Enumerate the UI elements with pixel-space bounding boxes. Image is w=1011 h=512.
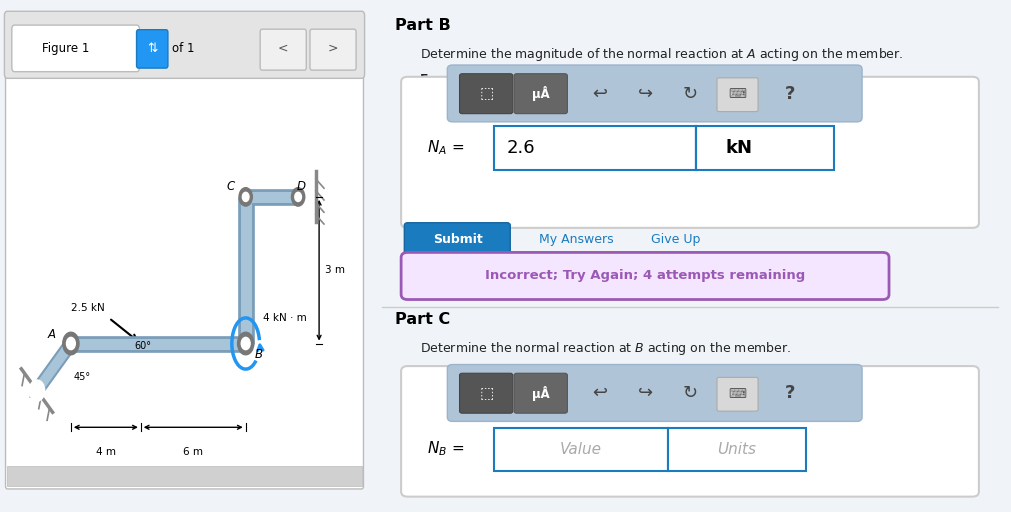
Circle shape bbox=[63, 332, 79, 355]
FancyBboxPatch shape bbox=[5, 74, 364, 489]
Text: kN: kN bbox=[725, 139, 752, 158]
Text: Figure 1: Figure 1 bbox=[42, 41, 90, 55]
Text: ↩: ↩ bbox=[592, 84, 608, 103]
Bar bbox=[667, 428, 806, 471]
Text: Part C: Part C bbox=[394, 312, 450, 327]
Circle shape bbox=[239, 188, 253, 206]
FancyBboxPatch shape bbox=[12, 25, 140, 72]
Text: 4 kN · m: 4 kN · m bbox=[264, 313, 307, 323]
Circle shape bbox=[291, 188, 304, 206]
FancyBboxPatch shape bbox=[310, 29, 356, 70]
Text: Determine the normal reaction at $B$ acting on the member.: Determine the normal reaction at $B$ act… bbox=[421, 340, 792, 357]
FancyBboxPatch shape bbox=[401, 366, 979, 497]
Text: 60°: 60° bbox=[134, 341, 151, 351]
FancyBboxPatch shape bbox=[717, 78, 758, 112]
Text: 3 m: 3 m bbox=[325, 265, 345, 275]
Circle shape bbox=[242, 337, 250, 350]
Text: 2.5 kN: 2.5 kN bbox=[72, 303, 105, 313]
Text: Part B: Part B bbox=[394, 18, 451, 33]
FancyBboxPatch shape bbox=[447, 65, 862, 122]
Text: Determine the magnitude of the normal reaction at $A$ acting on the member.: Determine the magnitude of the normal re… bbox=[421, 46, 904, 63]
Bar bbox=[494, 428, 667, 471]
Text: 6 m: 6 m bbox=[183, 447, 203, 457]
FancyBboxPatch shape bbox=[460, 74, 513, 114]
Text: 2.6: 2.6 bbox=[508, 139, 536, 158]
Text: ↪: ↪ bbox=[638, 84, 653, 103]
Text: Express your answer with the appropriate units.: Express your answer with the appropriate… bbox=[421, 367, 760, 380]
Text: My Answers: My Answers bbox=[539, 232, 614, 246]
Circle shape bbox=[302, 189, 312, 205]
Text: ↻: ↻ bbox=[682, 84, 698, 103]
Bar bbox=[7, 466, 362, 486]
FancyBboxPatch shape bbox=[515, 74, 567, 114]
Text: ↪: ↪ bbox=[638, 384, 653, 402]
Text: μÅ: μÅ bbox=[532, 386, 550, 401]
Text: >: > bbox=[328, 41, 338, 55]
Text: ⬚: ⬚ bbox=[479, 386, 493, 401]
FancyBboxPatch shape bbox=[515, 373, 567, 413]
FancyBboxPatch shape bbox=[401, 77, 979, 228]
Circle shape bbox=[67, 337, 75, 350]
Text: ⌨: ⌨ bbox=[729, 88, 746, 101]
Text: μÅ: μÅ bbox=[532, 86, 550, 101]
Text: Express your answer with the appropriate units.: Express your answer with the appropriate… bbox=[421, 73, 760, 86]
Text: $N_A$ =: $N_A$ = bbox=[427, 138, 464, 157]
FancyBboxPatch shape bbox=[447, 365, 862, 421]
Text: Units: Units bbox=[717, 442, 756, 457]
FancyBboxPatch shape bbox=[460, 373, 513, 413]
Circle shape bbox=[295, 193, 301, 202]
FancyBboxPatch shape bbox=[401, 252, 889, 300]
Text: $N_B$ =: $N_B$ = bbox=[427, 440, 464, 458]
Text: <: < bbox=[278, 41, 288, 55]
Circle shape bbox=[29, 380, 44, 401]
Text: $C$: $C$ bbox=[226, 180, 237, 193]
Text: ⌨: ⌨ bbox=[729, 388, 746, 401]
Text: Give Up: Give Up bbox=[651, 232, 701, 246]
Text: Submit: Submit bbox=[433, 232, 482, 246]
Text: of 1: of 1 bbox=[172, 41, 194, 55]
Text: 4 m: 4 m bbox=[96, 447, 116, 457]
FancyBboxPatch shape bbox=[717, 377, 758, 411]
Bar bbox=[697, 126, 834, 170]
Text: ?: ? bbox=[785, 384, 795, 402]
Circle shape bbox=[238, 332, 254, 355]
Text: ?: ? bbox=[785, 84, 795, 103]
Text: Value: Value bbox=[560, 442, 602, 457]
FancyBboxPatch shape bbox=[136, 30, 168, 68]
Text: $B$: $B$ bbox=[254, 348, 263, 360]
Text: ⇅: ⇅ bbox=[148, 41, 158, 55]
Circle shape bbox=[243, 193, 249, 202]
FancyBboxPatch shape bbox=[4, 11, 365, 78]
Text: ↩: ↩ bbox=[592, 384, 608, 402]
Bar bbox=[494, 126, 697, 170]
Text: ⬚: ⬚ bbox=[479, 86, 493, 101]
Text: ↻: ↻ bbox=[682, 384, 698, 402]
Text: Incorrect; Try Again; 4 attempts remaining: Incorrect; Try Again; 4 attempts remaini… bbox=[485, 269, 805, 283]
Text: $A$: $A$ bbox=[47, 328, 57, 341]
Text: $D$: $D$ bbox=[296, 180, 306, 193]
FancyBboxPatch shape bbox=[404, 223, 511, 256]
Text: 45°: 45° bbox=[74, 372, 91, 381]
FancyBboxPatch shape bbox=[260, 29, 306, 70]
